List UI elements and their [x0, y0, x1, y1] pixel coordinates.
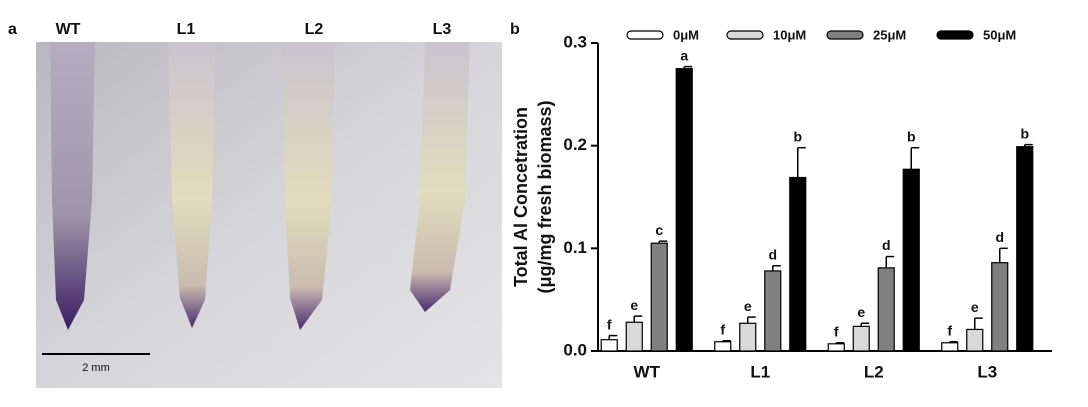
root — [282, 42, 335, 330]
x-tick-label: L1 — [750, 362, 770, 381]
root — [50, 42, 95, 330]
significance-letter: b — [793, 128, 802, 144]
significance-letter: f — [834, 323, 839, 339]
legend-label: 25μM — [873, 27, 906, 42]
significance-letter: b — [907, 128, 916, 144]
legend-swatch — [626, 30, 664, 40]
bar — [1016, 146, 1034, 352]
scale-label: 2 mm — [82, 362, 110, 374]
y-tick-label: 0.3 — [563, 32, 587, 51]
bar — [941, 342, 959, 352]
panel-label: b — [510, 21, 520, 38]
bar — [714, 341, 732, 352]
bar — [852, 325, 870, 352]
x-tick-label: WT — [634, 362, 661, 381]
bar — [739, 322, 757, 352]
bar — [625, 321, 643, 352]
significance-letter: b — [1020, 125, 1029, 141]
bar — [650, 242, 668, 352]
significance-letter: e — [744, 298, 752, 314]
significance-letter: e — [857, 304, 865, 320]
significance-letter: c — [655, 222, 663, 238]
significance-letter: f — [720, 321, 725, 337]
bar — [966, 328, 984, 352]
panel-label: a — [8, 21, 17, 38]
bar — [991, 262, 1009, 352]
significance-letter: f — [607, 316, 612, 332]
legend-swatch — [826, 30, 864, 40]
significance-letter: d — [882, 237, 891, 253]
root — [168, 42, 215, 328]
bar — [600, 339, 618, 352]
y-tick-label: 0.1 — [563, 238, 587, 257]
significance-letter: e — [971, 299, 979, 315]
significance-letter: e — [630, 297, 638, 313]
legend-label: 10μM — [773, 27, 806, 42]
legend-label: 0μM — [673, 27, 699, 42]
legend-swatch — [936, 30, 974, 40]
root — [410, 42, 470, 312]
legend-label: 50μM — [983, 27, 1016, 42]
sample-label: L3 — [433, 21, 452, 38]
y-axis-label: Total Al Concetration — [511, 107, 531, 287]
x-tick-label: L3 — [977, 362, 997, 381]
significance-letter: d — [995, 229, 1004, 245]
significance-letter: d — [768, 246, 777, 262]
y-tick-label: 0.2 — [563, 135, 587, 154]
significance-letter: f — [947, 322, 952, 338]
y-tick-label: 0.0 — [563, 340, 587, 359]
significance-letter: a — [680, 47, 688, 63]
sample-label: L2 — [305, 21, 324, 38]
bar — [827, 343, 845, 352]
x-tick-label: L2 — [864, 362, 884, 381]
legend-swatch — [726, 30, 764, 40]
y-axis-label: (μg/mg fresh biomass) — [535, 100, 555, 293]
bar — [675, 68, 693, 352]
bar — [764, 270, 782, 352]
sample-label: L1 — [177, 21, 196, 38]
bar — [789, 176, 807, 352]
sample-label: WT — [56, 21, 81, 38]
bar — [877, 267, 895, 352]
bar — [902, 168, 920, 352]
